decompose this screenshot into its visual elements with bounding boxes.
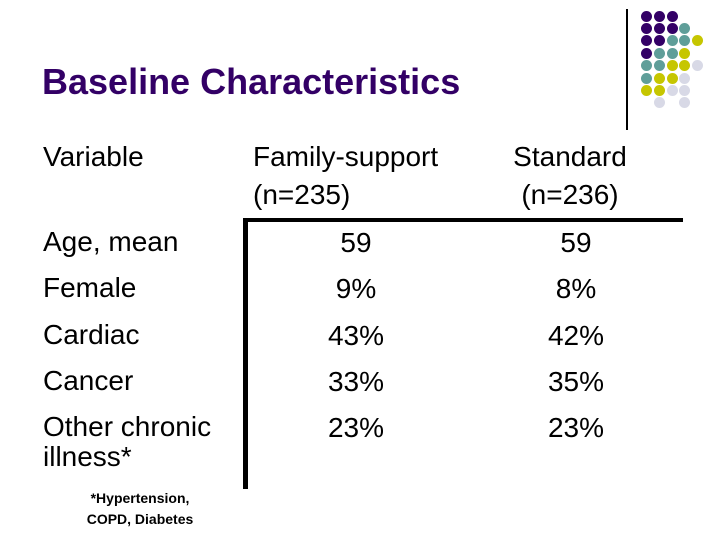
deco-dot: [679, 35, 691, 47]
deco-dot: [641, 10, 652, 22]
family-support-value: 43%: [327, 320, 385, 351]
column-header-standard: Standard (n=236): [470, 138, 670, 214]
standard-value: 42%: [547, 320, 605, 351]
deco-dot: [666, 35, 678, 47]
deco-dot: [653, 60, 665, 72]
column-header-standard-name: Standard: [513, 141, 627, 172]
deco-dot: [666, 60, 678, 72]
footnote-line1: *Hypertension,: [90, 490, 190, 506]
deco-dot: [679, 47, 691, 59]
row-label: Other chronic illness*: [43, 411, 212, 472]
deco-dot: [679, 84, 691, 96]
row-label: Female: [43, 272, 137, 303]
deco-dot: [653, 47, 665, 59]
row-label: Cardiac: [43, 319, 140, 350]
deco-dot: [679, 72, 691, 84]
family-support-value: 9%: [335, 273, 377, 304]
deco-dot: [653, 22, 665, 34]
row-label: Cancer: [43, 365, 134, 396]
deco-dot: [666, 10, 678, 22]
deco-dot: [692, 60, 704, 72]
deco-dot: [641, 47, 652, 59]
family-support-value: 33%: [327, 366, 385, 397]
deco-dot: [653, 97, 665, 109]
column-header-family-support: Family-support (n=235): [253, 138, 438, 214]
family-support-value: 23%: [327, 412, 385, 443]
column-header-family-support-n: (n=235): [253, 179, 351, 210]
column-header-family-support-name: Family-support: [253, 141, 439, 172]
footnote: *Hypertension, COPD, Diabetes: [40, 488, 240, 530]
deco-dot: [641, 22, 652, 34]
standard-value: 23%: [547, 412, 605, 443]
row-label: Age, mean: [43, 226, 179, 257]
column-header-variable: Variable: [43, 141, 144, 172]
table-left-border: [243, 218, 248, 489]
deco-dot: [679, 22, 691, 34]
deco-dot: [641, 60, 652, 72]
deco-dot: [666, 72, 678, 84]
deco-dot: [653, 35, 665, 47]
slide-title: Baseline Characteristics: [42, 61, 461, 102]
standard-value: 59: [560, 227, 592, 258]
deco-dot: [679, 60, 691, 72]
standard-value: 8%: [555, 273, 597, 304]
deco-dot: [653, 72, 665, 84]
deco-dot: [666, 22, 678, 34]
deco-dot: [679, 97, 691, 109]
column-header-standard-n: (n=236): [521, 179, 619, 210]
deco-dot: [666, 84, 678, 96]
decoration-vertical-rule: [626, 9, 628, 130]
deco-dot: [641, 84, 652, 96]
deco-dot: [653, 10, 665, 22]
footnote-line2: COPD, Diabetes: [86, 511, 194, 527]
standard-value: 35%: [547, 366, 605, 397]
deco-dot: [653, 84, 665, 96]
deco-dot: [666, 47, 678, 59]
deco-dot: [692, 35, 704, 47]
table-top-border: [243, 218, 683, 222]
family-support-value: 59: [340, 227, 372, 258]
deco-dot: [641, 72, 652, 84]
deco-dot: [641, 35, 652, 47]
